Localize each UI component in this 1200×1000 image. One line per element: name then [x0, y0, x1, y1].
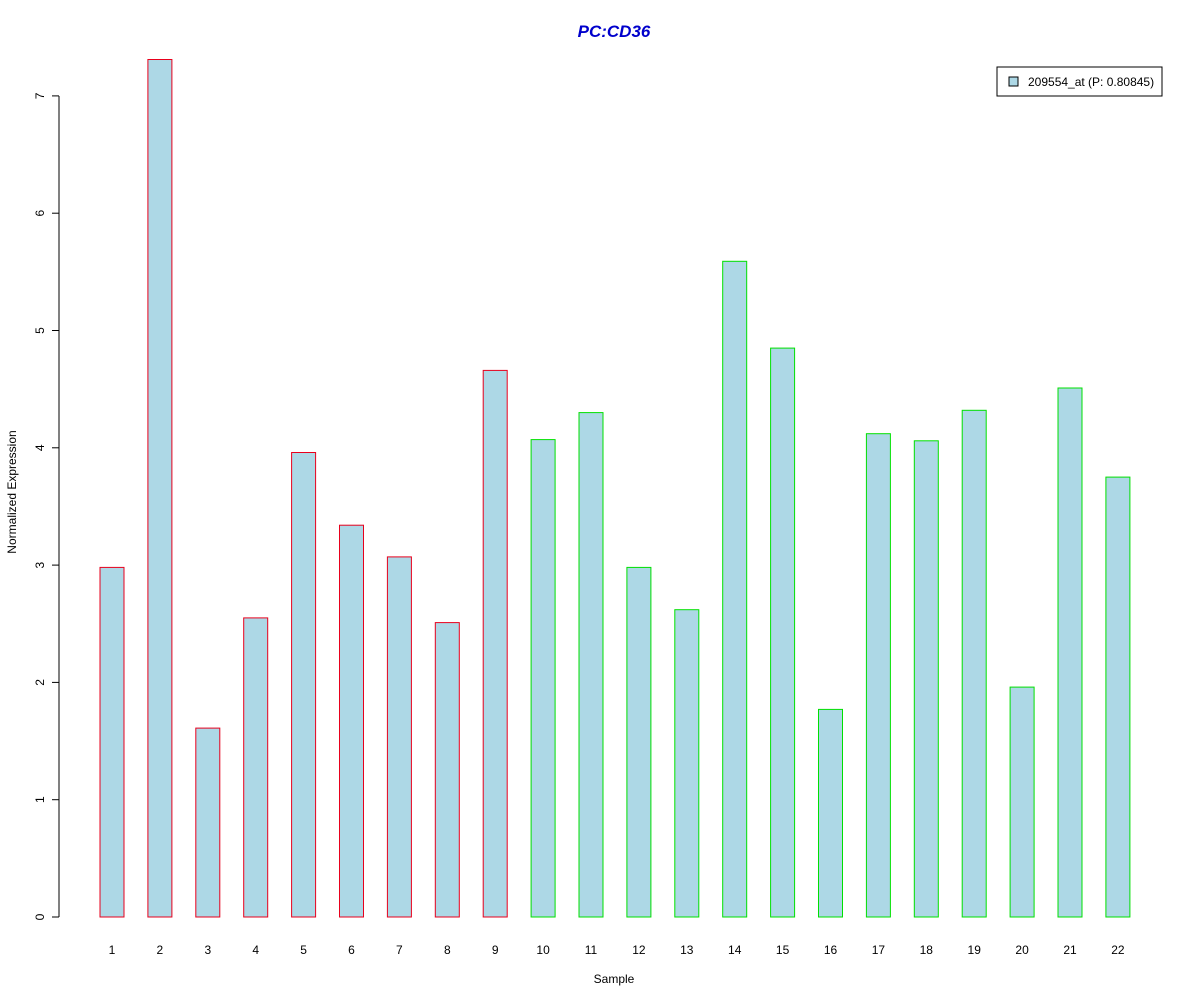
x-tick-label: 10 [536, 943, 550, 957]
x-tick-label: 4 [252, 943, 259, 957]
y-tick-label: 4 [33, 444, 47, 451]
x-tick-label: 9 [492, 943, 499, 957]
x-tick-label: 5 [300, 943, 307, 957]
bars-group [99, 59, 1131, 918]
y-ticks-group: 0 1 2 3 4 5 6 7 [33, 92, 59, 920]
x-tick-label: 17 [872, 943, 886, 957]
x-tick-label: 14 [728, 943, 742, 957]
bar-sample-10 [530, 439, 556, 918]
bar-sample-17 [865, 433, 891, 918]
chart-title: PC:CD36 [578, 22, 651, 41]
bar-sample-9 [482, 369, 508, 918]
bar-sample-20 [1009, 686, 1035, 918]
x-ticks-group: 1 2 3 4 5 6 7 8 9 10 11 12 13 14 15 16 17 18 19 20 21 22 [109, 943, 1125, 957]
legend-swatch [1008, 76, 1019, 87]
bar-sample-1 [99, 566, 125, 918]
bar-sample-7 [386, 556, 412, 918]
bar-sample-8 [434, 622, 460, 918]
x-tick-label: 16 [824, 943, 838, 957]
bar-sample-3 [195, 727, 221, 918]
legend: 209554_at (P: 0.80845) [996, 66, 1163, 97]
bar-sample-12 [626, 566, 652, 918]
bar-sample-19 [961, 409, 987, 918]
bar-sample-22 [1105, 476, 1131, 918]
bar-sample-5 [291, 452, 317, 918]
y-tick-label: 7 [33, 92, 47, 99]
y-axis-label: Normalized Expression [5, 430, 19, 553]
legend-box [996, 66, 1163, 97]
x-tick-label: 15 [776, 943, 790, 957]
x-tick-label: 19 [968, 943, 982, 957]
bar-sample-21 [1057, 387, 1083, 918]
x-tick-label: 18 [920, 943, 934, 957]
x-tick-label: 6 [348, 943, 355, 957]
y-tick-label: 0 [33, 913, 47, 920]
bar-sample-6 [339, 524, 364, 918]
bar-sample-18 [913, 440, 939, 918]
y-tick-label: 3 [33, 561, 47, 568]
bar-sample-14 [722, 260, 748, 918]
x-tick-label: 8 [444, 943, 451, 957]
x-tick-label: 3 [204, 943, 211, 957]
legend-label: 209554_at (P: 0.80845) [1028, 75, 1154, 89]
x-tick-label: 21 [1063, 943, 1077, 957]
y-tick-label: 5 [33, 327, 47, 334]
bar-sample-11 [578, 412, 604, 918]
x-tick-label: 22 [1111, 943, 1125, 957]
x-tick-label: 13 [680, 943, 694, 957]
x-tick-label: 11 [585, 943, 598, 957]
x-axis-label: Sample [594, 972, 635, 986]
y-tick-label: 1 [33, 796, 47, 803]
x-tick-label: 20 [1015, 943, 1029, 957]
x-tick-label: 12 [632, 943, 646, 957]
x-tick-label: 1 [109, 943, 116, 957]
x-tick-label: 2 [157, 943, 164, 957]
bar-sample-16 [818, 708, 843, 918]
y-tick-label: 6 [33, 210, 47, 217]
bar-sample-13 [674, 609, 700, 918]
y-tick-label: 2 [33, 679, 47, 686]
bar-sample-15 [770, 347, 796, 918]
bar-sample-2 [147, 59, 173, 918]
x-tick-label: 7 [396, 943, 403, 957]
bar-sample-4 [243, 617, 269, 918]
